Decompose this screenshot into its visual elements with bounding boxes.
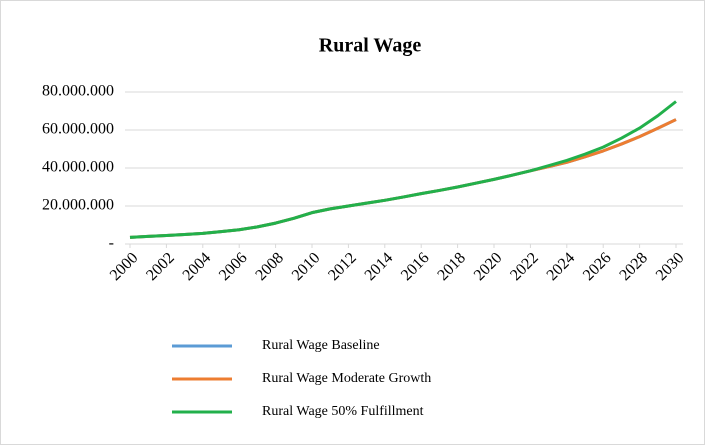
legend-label: Rural Wage 50% Fulfillment bbox=[262, 404, 424, 419]
y-tick-label: 40.000.000 bbox=[42, 159, 114, 176]
chart-title: Rural Wage bbox=[319, 35, 422, 57]
y-tick-label: - bbox=[109, 235, 114, 252]
y-tick-label: 60.000.000 bbox=[42, 121, 114, 138]
legend-label: Rural Wage Baseline bbox=[262, 338, 380, 353]
legend-label: Rural Wage Moderate Growth bbox=[262, 371, 431, 386]
y-tick-label: 80.000.000 bbox=[42, 83, 114, 100]
y-tick-label: 20.000.000 bbox=[42, 197, 114, 214]
line-series bbox=[129, 100, 677, 239]
